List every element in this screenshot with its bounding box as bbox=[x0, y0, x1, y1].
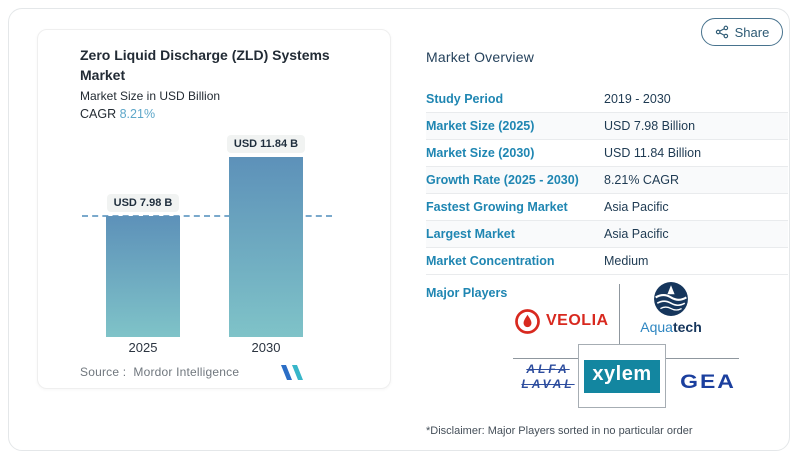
aquatech-wordmark: Aquatech bbox=[640, 319, 702, 335]
mordor-intelligence-logo-icon bbox=[281, 365, 303, 380]
chart-subtitle: Market Size in USD Billion bbox=[80, 89, 221, 103]
chart-title-line1: Zero Liquid Discharge (ZLD) Systems bbox=[80, 47, 330, 63]
aquatech-logo: Aquatech bbox=[629, 281, 713, 345]
aquatech-globe-icon bbox=[654, 282, 688, 316]
overview-heading: Market Overview bbox=[426, 49, 535, 65]
row-value: Medium bbox=[604, 254, 649, 268]
cagr-line: CAGR 8.21% bbox=[80, 107, 155, 121]
x-axis-label-2025: 2025 bbox=[128, 340, 158, 355]
share-nodes-icon bbox=[715, 25, 728, 39]
row-label: Study Period bbox=[426, 92, 504, 106]
bar-2030 bbox=[229, 157, 303, 337]
overview-row-market-concentration: Market Concentration Medium bbox=[426, 248, 788, 275]
bar-2025 bbox=[106, 216, 180, 337]
cagr-value: 8.21% bbox=[119, 107, 156, 121]
source-attribution: Source : Mordor Intelligence bbox=[80, 365, 239, 379]
alfa-laval-line2: LAVAL bbox=[521, 377, 575, 391]
overview-row-fastest-growing-market: Fastest Growing Market Asia Pacific bbox=[426, 194, 788, 221]
overview-table: Study Period 2019 - 2030 Market Size (20… bbox=[426, 86, 788, 275]
share-button[interactable]: Share bbox=[701, 18, 783, 46]
overview-row-growth-rate: Growth Rate (2025 - 2030) 8.21% CAGR bbox=[426, 167, 788, 194]
chart-title: Zero Liquid Discharge (ZLD) Systems Mark… bbox=[80, 45, 380, 85]
baseline-dashed-line bbox=[82, 215, 332, 217]
row-value: Asia Pacific bbox=[604, 227, 669, 241]
xylem-logo-frame: xylem bbox=[578, 344, 666, 408]
row-label: Market Concentration bbox=[426, 254, 555, 268]
row-value: 8.21% CAGR bbox=[604, 173, 680, 187]
bar-value-label-2025: USD 7.98 B bbox=[102, 193, 184, 212]
share-button-label: Share bbox=[734, 24, 770, 40]
market-size-chart-card: Zero Liquid Discharge (ZLD) Systems Mark… bbox=[37, 29, 391, 389]
cagr-label: CAGR bbox=[80, 107, 117, 121]
overview-row-study-period: Study Period 2019 - 2030 bbox=[426, 86, 788, 113]
row-value: USD 7.98 Billion bbox=[604, 119, 696, 133]
overview-row-largest-market: Largest Market Asia Pacific bbox=[426, 221, 788, 248]
row-label: Fastest Growing Market bbox=[426, 200, 568, 214]
veolia-ring-icon bbox=[515, 308, 540, 334]
row-label: Growth Rate (2025 - 2030) bbox=[426, 173, 579, 187]
logo-grid-vertical-divider bbox=[619, 284, 620, 344]
row-label: Largest Market bbox=[426, 227, 515, 241]
alfa-laval-line1: ALFA bbox=[526, 362, 570, 376]
row-value: 2019 - 2030 bbox=[604, 92, 671, 106]
row-label: Market Size (2030) bbox=[426, 146, 535, 160]
veolia-logo: VEOLIA bbox=[514, 302, 622, 340]
veolia-wordmark: VEOLIA bbox=[546, 312, 609, 329]
infographic-card: Zero Liquid Discharge (ZLD) Systems Mark… bbox=[8, 8, 790, 451]
disclaimer-text: *Disclaimer: Major Players sorted in no … bbox=[426, 425, 693, 437]
source-label: Source : bbox=[80, 365, 127, 379]
major-players-label: Major Players bbox=[426, 286, 508, 300]
chart-title-line2: Market bbox=[80, 67, 126, 83]
alfa-laval-logo: ALFA LAVAL bbox=[511, 362, 585, 392]
row-label: Market Size (2025) bbox=[426, 119, 535, 133]
xylem-wordmark: xylem bbox=[584, 359, 660, 393]
overview-row-market-size-2030: Market Size (2030) USD 11.84 Billion bbox=[426, 140, 788, 167]
x-axis-label-2030: 2030 bbox=[251, 340, 281, 355]
source-value: Mordor Intelligence bbox=[133, 365, 240, 379]
gea-logo: GEA bbox=[680, 370, 736, 393]
overview-row-market-size-2025: Market Size (2025) USD 7.98 Billion bbox=[426, 113, 788, 140]
row-value: USD 11.84 Billion bbox=[604, 146, 702, 160]
row-value: Asia Pacific bbox=[604, 200, 669, 214]
bar-value-label-2030: USD 11.84 B bbox=[225, 134, 307, 153]
